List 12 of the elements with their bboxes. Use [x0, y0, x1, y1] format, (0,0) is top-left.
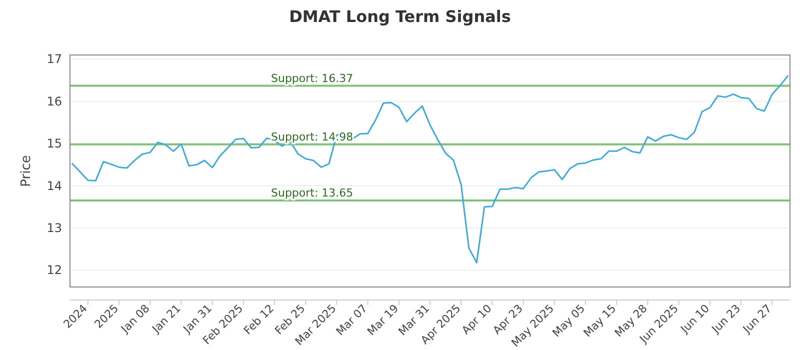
- x-tick-label: Apr 10: [459, 302, 494, 337]
- y-tick-label: 12: [46, 263, 62, 278]
- line-series: [72, 75, 788, 264]
- y-tick-label: 15: [46, 136, 62, 151]
- y-axis-title: Price: [19, 155, 34, 187]
- y-tick-label: 13: [46, 220, 62, 235]
- ref-line-label: Support: 13.65: [271, 186, 354, 200]
- chart-title: DMAT Long Term Signals: [289, 7, 511, 26]
- y-tick-label: 14: [46, 178, 62, 193]
- y-tick-label: 16: [46, 94, 62, 108]
- y-tick-label: 17: [46, 52, 62, 66]
- ref-line-label: Support: 16.37: [271, 72, 354, 85]
